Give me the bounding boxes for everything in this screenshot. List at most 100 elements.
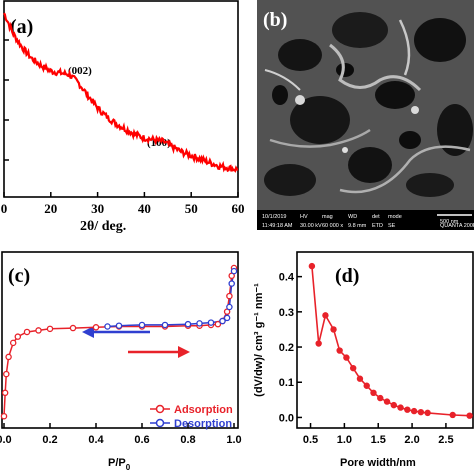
panel-a-label: (a) bbox=[10, 16, 33, 38]
sem-info-bar bbox=[257, 210, 474, 230]
sem-info-text: 60 000 x bbox=[322, 223, 343, 229]
panel-b: (b) 10/1/2019 HV mag WD det mode 500 nm 11:49:… bbox=[257, 0, 474, 230]
panel-c-xtick-label: 0.0 bbox=[0, 434, 12, 446]
peak-002-annotation: (002) bbox=[68, 65, 92, 77]
pore-point bbox=[410, 407, 418, 415]
panel-d-xtick-label: 2.5 bbox=[438, 434, 453, 446]
panel-c-xtick-label: 1.0 bbox=[226, 434, 241, 446]
adsorption-point bbox=[226, 292, 233, 300]
panel-d-ytick-label: 0.2 bbox=[279, 342, 294, 354]
panel-a-xtick-label: 60 bbox=[232, 201, 245, 216]
panel-c-xtick-label: 0.8 bbox=[180, 434, 195, 446]
sem-info-row-1: 10/1/2019 HV mag WD det mode 500 nm bbox=[262, 214, 459, 225]
desorption-arrow bbox=[82, 326, 150, 338]
panel-d-xlabel: Pore width/nm bbox=[340, 457, 416, 469]
panel-c-x-ticks: 0.0 0.2 0.4 0.6 0.8 1.0 bbox=[0, 423, 242, 446]
desorption-point bbox=[138, 321, 146, 329]
panel-c-xtick-label: 0.4 bbox=[88, 434, 104, 446]
panel-a-frame bbox=[3, 0, 239, 198]
panel-d-ytick-label: 0.3 bbox=[279, 307, 294, 319]
desorption-line bbox=[107, 270, 235, 328]
desorption-point bbox=[207, 319, 215, 326]
sem-info-text: det bbox=[372, 214, 380, 220]
pore-point bbox=[449, 411, 456, 419]
desorption-point bbox=[230, 267, 238, 275]
pore-point bbox=[363, 382, 370, 389]
pore-point bbox=[390, 401, 397, 409]
panel-d-xtick-label: 1.5 bbox=[371, 434, 386, 446]
panel-d-ytick-label: 0.1 bbox=[279, 377, 294, 389]
pore-point bbox=[308, 262, 316, 270]
desorption-point bbox=[115, 322, 123, 329]
sem-info-text: mode bbox=[388, 214, 402, 220]
panel-d-ytick-label: 0.0 bbox=[279, 412, 294, 424]
adsorption-point bbox=[23, 328, 31, 336]
pore-point bbox=[404, 406, 411, 413]
panel-a-xtick-label: 20 bbox=[44, 201, 57, 216]
pore-point bbox=[466, 412, 473, 419]
sem-info-text: 11:49:18 AM bbox=[262, 223, 293, 229]
pore-point bbox=[356, 375, 364, 382]
sem-info-text: 30.00 kV bbox=[300, 223, 322, 229]
pore-point bbox=[370, 389, 377, 396]
pore-point bbox=[336, 347, 343, 354]
pore-point bbox=[349, 364, 357, 372]
panel-a-xtick-label: 50 bbox=[185, 201, 198, 216]
panel-c: (c) 0.0 0.2 0.4 0.6 0.8 1.0 P/P0 Adsorption D… bbox=[0, 251, 242, 472]
adsorption-arrow bbox=[128, 346, 190, 358]
sem-info-text: 10/1/2019 bbox=[262, 214, 286, 220]
adsorption-point bbox=[5, 353, 12, 361]
sem-info-text: mag bbox=[322, 214, 333, 220]
desorption-point bbox=[223, 314, 231, 322]
panel-d-y-ticks: 0.0 0.1 0.2 0.3 0.4 bbox=[279, 272, 302, 424]
panel-a-xtick-label: 0 bbox=[1, 201, 8, 216]
legend-adsorption-label: Adsorption bbox=[174, 404, 233, 416]
desorption-point bbox=[161, 321, 169, 329]
panel-c-legend: Adsorption Desorption bbox=[150, 404, 233, 430]
sem-info-text: 9.8 mm bbox=[348, 223, 367, 229]
panel-d: (d) 0.5 1.0 1.5 2.0 2.5 0.0 0.1 0.2 0.3 0.4 Pore… bbox=[253, 251, 474, 469]
sem-info-row-2: 11:49:18 AM 30.00 kV 60 000 x 9.8 mm ETD SE QU… bbox=[262, 223, 474, 229]
pore-point bbox=[417, 408, 425, 416]
sem-info-text: HV bbox=[300, 214, 308, 220]
panel-a-xtick-label: 30 bbox=[91, 201, 104, 216]
panel-a-xlabel: 2θ/ deg. bbox=[80, 219, 126, 234]
adsorption-point bbox=[0, 412, 8, 420]
sem-info-text: QUANTA 200F bbox=[440, 223, 474, 229]
panel-d-xtick-label: 1.0 bbox=[337, 434, 352, 446]
desorption-point bbox=[184, 320, 192, 328]
pore-point bbox=[315, 340, 322, 347]
panel-d-label: (d) bbox=[335, 265, 359, 287]
adsorption-point bbox=[35, 327, 42, 334]
panel-a: (a) (002) (100) 0 20 30 40 50 60 2θ/ deg. bbox=[1, 0, 245, 234]
sem-info-text: WD bbox=[348, 214, 357, 220]
sem-info-text: ETD bbox=[372, 223, 383, 229]
adsorption-point bbox=[9, 339, 17, 347]
panel-c-points bbox=[0, 264, 238, 420]
adsorption-point bbox=[214, 320, 222, 328]
pore-point bbox=[330, 326, 337, 333]
adsorption-point bbox=[14, 333, 22, 340]
desorption-point bbox=[104, 323, 111, 330]
desorption-point bbox=[228, 280, 235, 287]
adsorption-point bbox=[92, 324, 100, 331]
desorption-point bbox=[219, 317, 226, 325]
legend-desorption-label: Desorption bbox=[174, 418, 232, 430]
pore-point bbox=[377, 394, 384, 402]
sem-info-text: 500 nm bbox=[440, 219, 459, 225]
panel-a-xtick-label: 40 bbox=[138, 201, 151, 216]
sem-texture bbox=[264, 12, 473, 197]
adsorption-point bbox=[69, 324, 77, 332]
panel-d-points bbox=[308, 262, 473, 419]
desorption-point bbox=[196, 320, 203, 327]
panel-c-xtick-label: 0.6 bbox=[134, 434, 149, 446]
desorption-point bbox=[226, 303, 233, 311]
pore-point bbox=[343, 354, 350, 361]
panel-c-xlabel: P/P0 bbox=[108, 457, 131, 472]
panel-d-ylabel: (dV/dw)/ cm³ g⁻¹ nm⁻¹ bbox=[253, 283, 265, 397]
adsorption-point bbox=[1, 389, 9, 397]
panel-d-frame bbox=[296, 251, 474, 429]
panel-d-ytick-label: 0.4 bbox=[279, 272, 295, 284]
adsorption-point bbox=[3, 370, 10, 378]
